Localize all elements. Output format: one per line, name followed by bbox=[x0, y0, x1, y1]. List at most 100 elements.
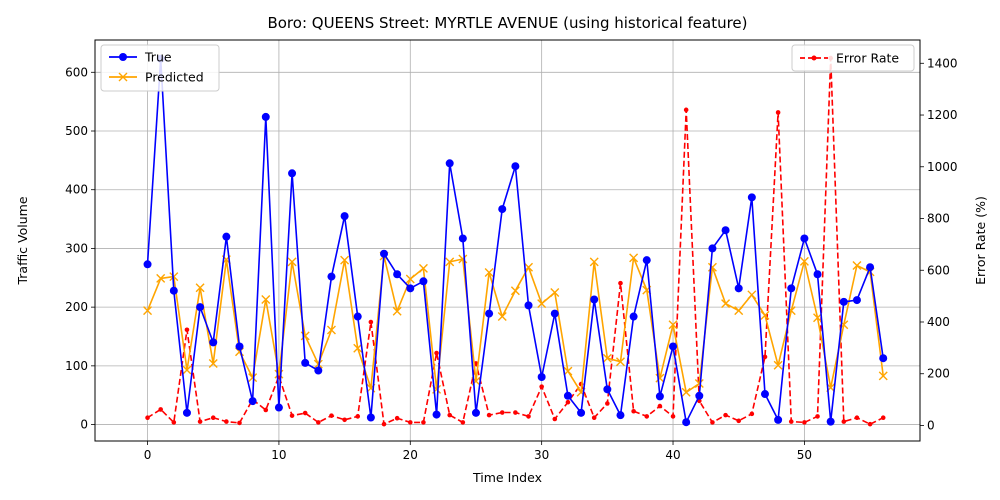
y-axis-label: Traffic Volume bbox=[15, 196, 30, 285]
y2-tick-label: 200 bbox=[927, 367, 950, 381]
predicted-point bbox=[694, 378, 704, 388]
true-point bbox=[340, 212, 349, 221]
true-point bbox=[196, 303, 205, 312]
predicted-point bbox=[313, 359, 323, 369]
true-point bbox=[879, 354, 888, 363]
true-point bbox=[826, 417, 835, 426]
true-point bbox=[353, 312, 362, 321]
true-point bbox=[813, 270, 822, 279]
error-rate-point bbox=[591, 415, 597, 421]
error-rate-point bbox=[802, 420, 807, 425]
predicted-point bbox=[458, 254, 468, 264]
error-rate-point bbox=[368, 319, 374, 325]
y-tick-label: 600 bbox=[65, 65, 88, 79]
predicted-point bbox=[602, 353, 612, 363]
error-rate-point bbox=[749, 411, 755, 417]
true-point bbox=[603, 385, 612, 394]
predicted-point bbox=[497, 312, 507, 322]
true-point bbox=[222, 232, 231, 241]
predicted-point bbox=[537, 299, 547, 309]
true-point bbox=[537, 373, 546, 382]
error-rate-point bbox=[867, 421, 873, 427]
predicted-point bbox=[326, 325, 336, 335]
error-rate-point bbox=[289, 413, 295, 418]
true-point bbox=[458, 234, 467, 243]
error-rate-point bbox=[657, 403, 663, 409]
predicted-point bbox=[445, 257, 455, 267]
y-tick-label: 200 bbox=[65, 300, 88, 314]
predicted-point bbox=[208, 359, 218, 368]
error-rate-point bbox=[539, 384, 544, 389]
y-axis-ticks: 0 100 200 300 400 500 600 bbox=[65, 65, 95, 432]
legend-error-rate-marker bbox=[811, 55, 817, 61]
error-rate-point bbox=[644, 414, 650, 419]
true-point bbox=[734, 284, 743, 293]
error-rate-point bbox=[880, 415, 886, 421]
predicted-point bbox=[629, 253, 639, 263]
error-rate-point bbox=[631, 408, 636, 414]
chart-title: Boro: QUEENS Street: MYRTLE AVENUE (usin… bbox=[267, 14, 747, 32]
true-point bbox=[669, 342, 678, 351]
legend-predicted-marker bbox=[118, 72, 128, 82]
error-rate-point bbox=[342, 417, 347, 423]
predicted-point bbox=[248, 373, 258, 383]
true-point bbox=[209, 338, 218, 347]
error-rate-point bbox=[184, 327, 190, 333]
true-point bbox=[182, 408, 191, 417]
predicted-point bbox=[143, 306, 153, 316]
predicted-point bbox=[747, 290, 757, 300]
predicted-point bbox=[878, 371, 888, 381]
error-rate-point bbox=[723, 412, 728, 418]
predicted-point bbox=[287, 257, 297, 267]
y-tick-label: 0 bbox=[80, 418, 88, 432]
error-rate-point bbox=[407, 420, 413, 425]
x-tick-label: 0 bbox=[144, 448, 152, 462]
predicted-point bbox=[405, 274, 415, 284]
true-point bbox=[852, 296, 861, 305]
predicted-point bbox=[852, 260, 862, 270]
y-tick-label: 300 bbox=[65, 241, 88, 255]
y2-tick-label: 1400 bbox=[927, 56, 958, 70]
true-point bbox=[695, 391, 704, 400]
true-point bbox=[866, 263, 875, 272]
y-tick-label: 500 bbox=[65, 124, 88, 138]
true-point bbox=[760, 390, 769, 399]
series-layer bbox=[143, 54, 888, 427]
y2-tick-label: 1200 bbox=[927, 108, 958, 122]
legend-predicted-label: Predicted bbox=[145, 70, 204, 85]
error-rate-point bbox=[460, 420, 466, 425]
plot-frame bbox=[94, 39, 921, 442]
error-rate-point bbox=[237, 420, 242, 426]
error-rate-point bbox=[486, 412, 492, 418]
predicted-point bbox=[418, 263, 428, 273]
legend-true-label: True bbox=[144, 50, 172, 65]
predicted-point bbox=[615, 357, 625, 367]
legend-true-marker bbox=[119, 53, 127, 61]
error-rate-point bbox=[565, 399, 571, 405]
legend-right-box bbox=[791, 44, 915, 72]
predicted-point bbox=[340, 255, 350, 265]
true-point bbox=[327, 272, 336, 281]
error-rate-point bbox=[526, 414, 531, 419]
true-point bbox=[616, 411, 625, 420]
predicted-point bbox=[734, 306, 744, 316]
true-point bbox=[511, 162, 520, 171]
predicted-point bbox=[813, 313, 823, 323]
predicted-point bbox=[182, 365, 192, 375]
true-point bbox=[169, 286, 178, 295]
error-rate-point bbox=[762, 354, 768, 360]
true-point bbox=[787, 284, 796, 293]
error-rate-point bbox=[316, 420, 321, 425]
predicted-point bbox=[550, 287, 560, 297]
error-rate-point bbox=[355, 414, 361, 419]
error-rate-point bbox=[302, 410, 308, 416]
error-rate-point bbox=[683, 107, 689, 113]
true-point bbox=[839, 297, 848, 306]
predicted-point bbox=[392, 306, 402, 316]
true-point bbox=[800, 234, 809, 243]
error-rate-point bbox=[224, 419, 229, 424]
error-rate-point bbox=[841, 419, 847, 424]
true-point bbox=[642, 256, 651, 265]
true-point bbox=[261, 112, 270, 121]
y2-tick-label: 0 bbox=[927, 418, 935, 432]
